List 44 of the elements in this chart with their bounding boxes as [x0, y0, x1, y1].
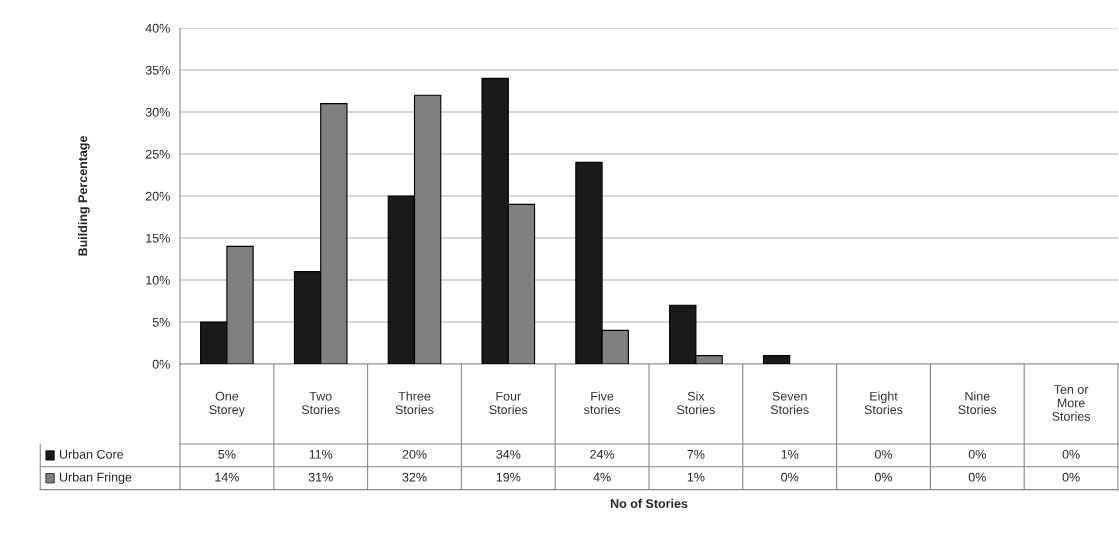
data-label: 0% [874, 472, 893, 482]
data-label: 31% [308, 472, 333, 482]
data-label: 7% [687, 449, 705, 459]
data-label: 1% [687, 472, 705, 482]
x-tick-label: Seven Stories [770, 391, 809, 415]
data-label: 0% [968, 449, 986, 459]
x-tick-label: Three Stories [395, 391, 434, 415]
data-label: 24% [590, 449, 615, 459]
data-label: 34% [496, 449, 521, 459]
bar [762, 355, 791, 364]
y-tick-label: 5% [152, 317, 170, 327]
data-label: 0% [1062, 449, 1080, 459]
y-tick-label: 40% [145, 23, 170, 33]
x-tick-label: Six Stories [677, 391, 715, 415]
data-label: 0% [874, 449, 893, 459]
text: No of Stories [610, 498, 688, 508]
x-tick-label: Two Stories [301, 391, 340, 415]
x-tick-label: Four Stories [489, 391, 528, 415]
x-tick-label: Eight Stories [864, 391, 903, 415]
data-label: 5% [218, 449, 236, 459]
x-tick-label: Five stories [584, 391, 621, 415]
data-label: 11% [309, 449, 333, 459]
y-tick-label: 15% [146, 233, 170, 243]
data-label: 20% [402, 449, 427, 459]
data-label: 0% [968, 472, 986, 482]
legend-label: Urban Core [59, 449, 124, 459]
y-tick-label: 20% [145, 191, 170, 201]
legend-label: Urban Fringe [59, 472, 132, 485]
data-label: 0% [781, 472, 799, 482]
y-axis-title: Building Percentage [78, 135, 90, 256]
x-tick-label: Nine Stories [958, 391, 997, 415]
y-tick-label: 10% [146, 275, 170, 285]
y-tick-label: 25% [145, 149, 170, 159]
y-tick-label: 30% [145, 107, 170, 117]
y-tick-label: 35% [145, 65, 170, 75]
data-label: 19% [496, 472, 521, 482]
data-label: 4% [593, 472, 611, 482]
data-label: 14% [215, 472, 239, 482]
x-tick-label: One Storey [209, 391, 245, 417]
data-label: 1% [781, 449, 799, 459]
y-tick-label: 0% [152, 359, 170, 369]
x-tick-label: Ten or More Stories [1052, 385, 1091, 421]
data-label: 0% [1062, 472, 1080, 482]
data-label: 32% [402, 472, 427, 482]
